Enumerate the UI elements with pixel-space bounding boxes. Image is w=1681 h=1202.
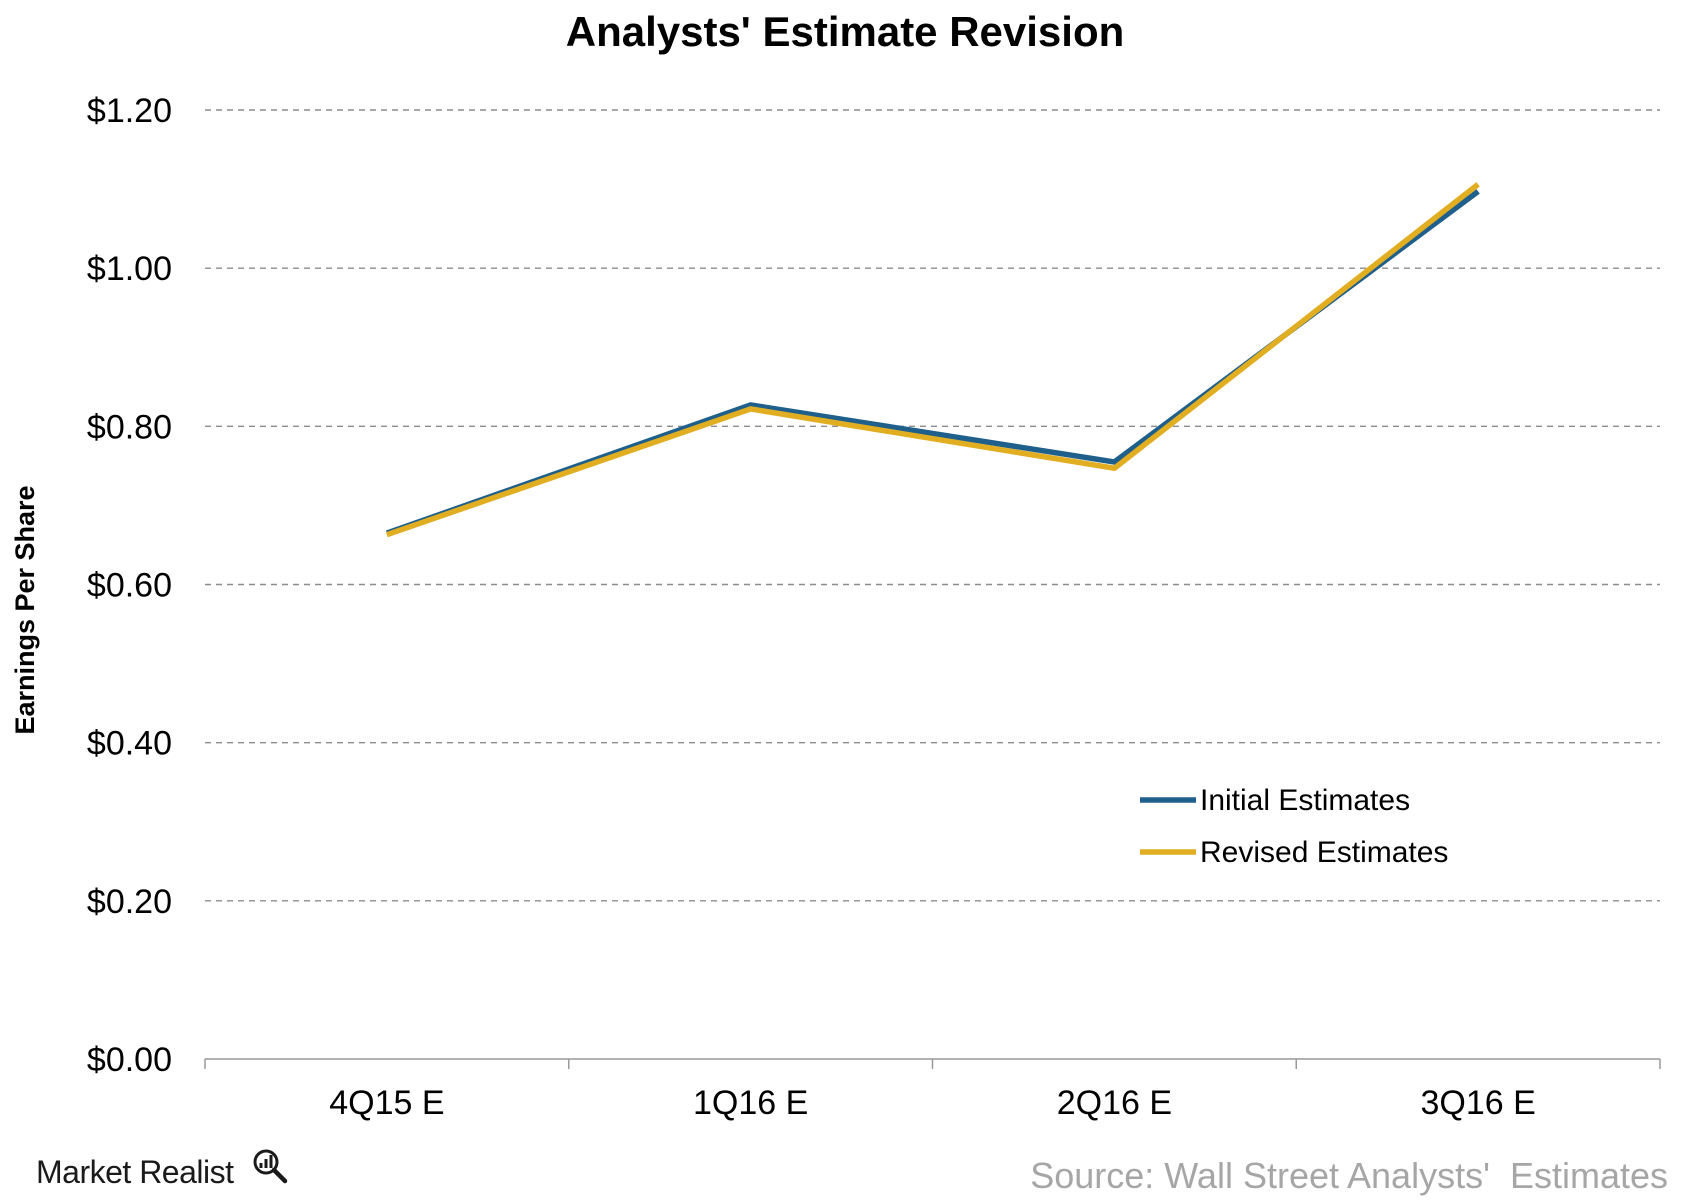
market-realist-logo: Market Realist — [36, 1149, 288, 1190]
magnifier-chart-icon — [253, 1149, 288, 1184]
y-tick-label: $0.20 — [87, 883, 172, 921]
x-tick-label: 2Q16 E — [1057, 1084, 1172, 1122]
series-line-1 — [385, 189, 1480, 536]
x-axis-tick-marks — [204, 1059, 1661, 1069]
brand-name: Market Realist — [36, 1154, 234, 1190]
x-tick-label: 4Q15 E — [329, 1084, 444, 1122]
legend: Initial Estimates Revised Estimates — [1140, 784, 1448, 869]
x-axis-ticks: 4Q15 E 1Q16 E 2Q16 E 3Q16 E — [329, 1084, 1536, 1122]
y-tick-label: $0.80 — [87, 408, 172, 446]
y-tick-label: $0.60 — [87, 567, 172, 605]
source-note: Source: Wall Street Analysts' Estimates — [1030, 1155, 1668, 1196]
y-tick-label: $0.00 — [87, 1041, 172, 1079]
y-axis-label: Earnings Per Share — [10, 485, 40, 734]
chart-title: Analysts' Estimate Revision — [566, 8, 1125, 55]
series-lines — [385, 182, 1480, 538]
y-tick-label: $1.00 — [87, 250, 172, 288]
legend-label: Revised Estimates — [1200, 836, 1448, 869]
series-line-2 — [385, 182, 1480, 538]
gridlines — [205, 109, 1660, 902]
legend-label: Initial Estimates — [1200, 784, 1410, 817]
y-tick-label: $0.40 — [87, 725, 172, 763]
x-tick-label: 3Q16 E — [1420, 1084, 1535, 1122]
y-axis-ticks: $0.00 $0.20 $0.40 $0.60 $0.80 $1.00 $1.20 — [87, 92, 172, 1079]
x-tick-label: 1Q16 E — [693, 1084, 808, 1122]
y-tick-label: $1.20 — [87, 92, 172, 130]
